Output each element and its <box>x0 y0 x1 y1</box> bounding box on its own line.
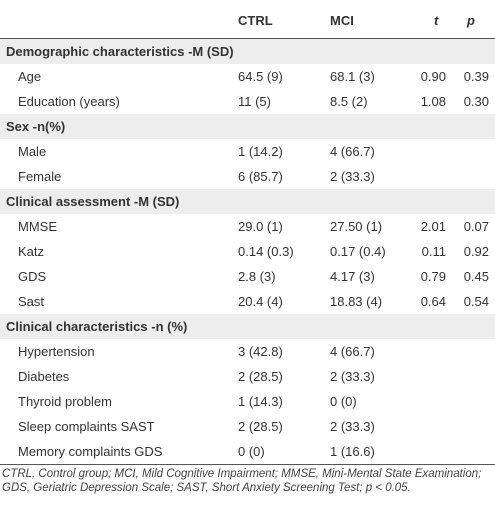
data-cell: 0.14 (0.3) <box>238 244 294 259</box>
data-cell: 2 (33.3) <box>330 169 375 184</box>
data-cell: 20.4 (4) <box>238 294 283 309</box>
data-cell: 1.08 <box>420 94 446 109</box>
data-cell: 0 (0) <box>330 394 357 409</box>
data-cell: 0.45 <box>463 269 489 284</box>
section-title: Clinical characteristics -n (%) <box>6 319 188 334</box>
header-rule <box>0 38 495 39</box>
data-cell: 29.0 (1) <box>238 219 283 234</box>
data-cell: 0 (0) <box>238 444 265 459</box>
data-cell: 0.64 <box>420 294 446 309</box>
data-cell: 68.1 (3) <box>330 69 375 84</box>
section-row <box>0 189 495 214</box>
row-label: GDS <box>18 269 47 284</box>
data-cell: 6 (85.7) <box>238 169 283 184</box>
row-label: Katz <box>18 244 45 259</box>
row-label: Thyroid problem <box>18 394 112 409</box>
row-label: MMSE <box>18 219 57 234</box>
column-header: t <box>434 13 439 28</box>
data-cell: 0.92 <box>463 244 489 259</box>
data-cell: 0.17 (0.4) <box>330 244 386 259</box>
data-cell: 2.8 (3) <box>238 269 276 284</box>
data-cell: 0.90 <box>420 69 446 84</box>
row-label: Sleep complaints SAST <box>18 419 155 434</box>
row-label: Hypertension <box>18 344 95 359</box>
data-cell: 2 (33.3) <box>330 419 375 434</box>
data-cell: 0.54 <box>463 294 489 309</box>
section-row <box>0 314 495 339</box>
row-label: Sast <box>18 294 45 309</box>
footnote: CTRL, Control group; MCI, Mild Cognitive… <box>2 468 482 494</box>
section-row <box>0 39 495 64</box>
data-cell: 3 (42.8) <box>238 344 283 359</box>
data-cell: 4 (66.7) <box>330 344 375 359</box>
data-cell: 11 (5) <box>238 94 271 109</box>
row-label: Diabetes <box>18 369 70 384</box>
data-cell: 27.50 (1) <box>330 219 383 234</box>
data-cell: 4 (66.7) <box>330 144 375 159</box>
row-label: Memory complaints GDS <box>18 444 163 459</box>
section-title: Sex -n(%) <box>6 119 66 134</box>
data-cell: 18.83 (4) <box>330 294 383 309</box>
row-label: Male <box>18 144 47 159</box>
data-cell: 0.11 <box>421 244 446 259</box>
data-cell: 64.5 (9) <box>238 69 283 84</box>
column-header: MCI <box>330 13 354 28</box>
data-cell: 4.17 (3) <box>330 269 375 284</box>
column-header: p <box>467 13 475 28</box>
data-cell: 1 (14.2) <box>238 144 283 159</box>
data-cell: 2 (28.5) <box>238 419 283 434</box>
data-cell: 1 (16.6) <box>330 444 375 459</box>
data-cell: 2 (33.3) <box>330 369 375 384</box>
row-label: Female <box>18 169 62 184</box>
data-cell: 8.5 (2) <box>330 94 368 109</box>
row-label: Age <box>18 69 42 84</box>
data-cell: 0.07 <box>463 219 489 234</box>
column-header: CTRL <box>238 13 273 28</box>
row-label: Education (years) <box>18 94 120 109</box>
section-title: Demographic characteristics -M (SD) <box>6 44 234 59</box>
section-row <box>0 114 495 139</box>
section-title: Clinical assessment -M (SD) <box>6 194 180 209</box>
data-cell: 2.01 <box>420 219 446 234</box>
data-cell: 2 (28.5) <box>238 369 283 384</box>
data-cell: 1 (14.3) <box>238 394 283 409</box>
data-cell: 0.30 <box>463 94 489 109</box>
bottom-rule <box>0 464 495 465</box>
data-cell: 0.79 <box>420 269 446 284</box>
data-cell: 0.39 <box>463 69 489 84</box>
